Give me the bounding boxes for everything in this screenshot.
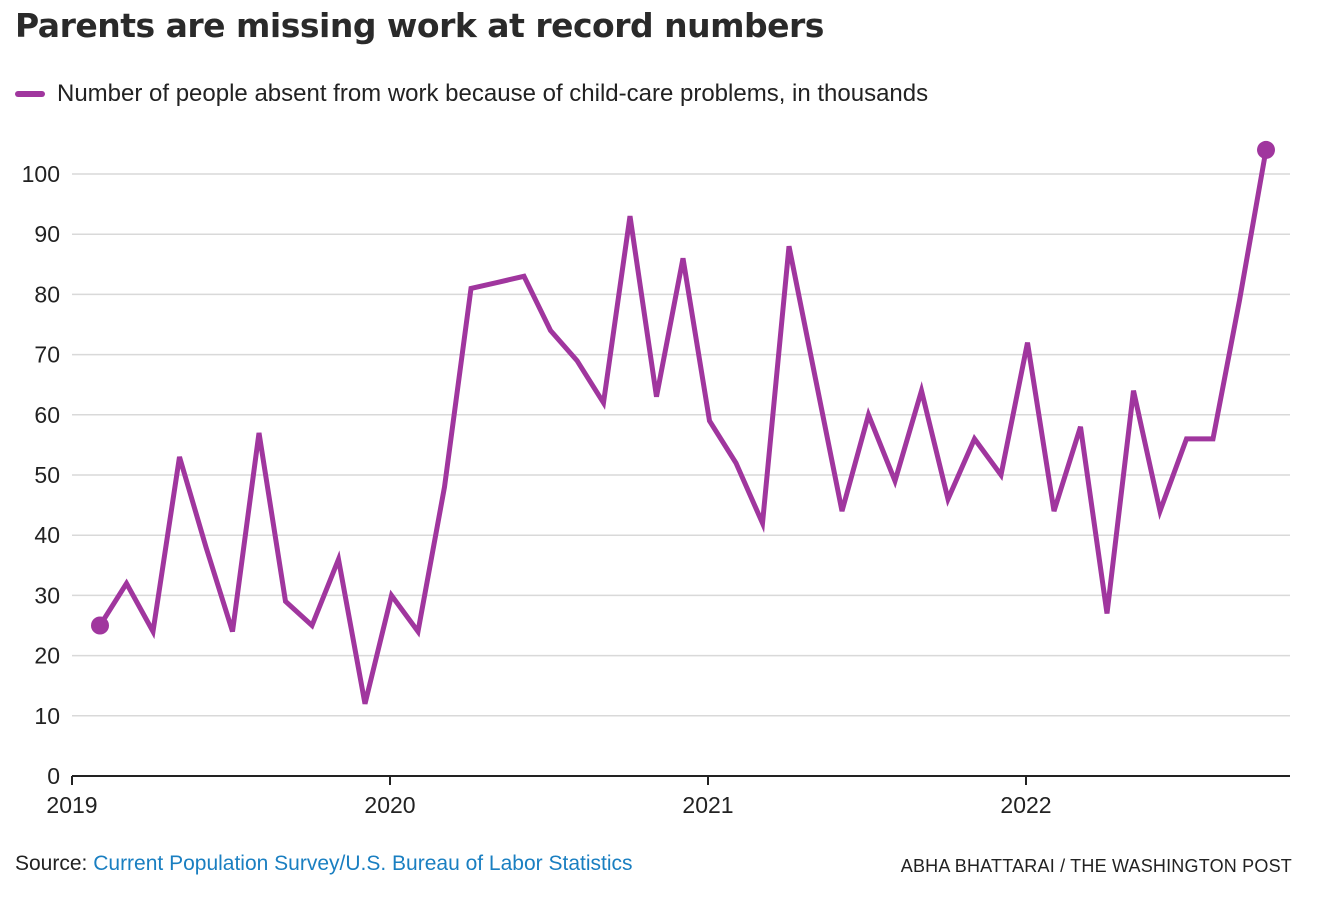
chart-title: Parents are missing work at record numbe…	[15, 6, 824, 45]
y-tick-label: 50	[34, 462, 60, 488]
legend-label: Number of people absent from work becaus…	[57, 80, 929, 107]
credit-line: ABHA BHATTARAI / THE WASHINGTON POST	[900, 856, 1292, 876]
end-point-marker	[1257, 140, 1275, 159]
y-tick-label: 100	[22, 161, 60, 187]
source-label: Source:	[15, 852, 94, 875]
series-line	[97, 147, 1269, 705]
legend: Number of people absent from work becaus…	[15, 80, 928, 108]
y-tick-label: 80	[34, 281, 60, 307]
y-tick-label: 20	[34, 643, 60, 669]
y-tick-label: 70	[34, 342, 60, 368]
start-point-marker	[91, 616, 109, 635]
y-tick-label: 30	[34, 582, 60, 608]
y-tick-label: 10	[34, 703, 60, 729]
y-tick-label: 40	[34, 522, 60, 548]
legend-swatch	[15, 91, 45, 97]
source-link[interactable]: Current Population Survey/U.S. Bureau of…	[93, 852, 633, 875]
y-tick-label: 90	[34, 221, 60, 247]
source-note: Source: Current Population Survey/U.S. B…	[15, 852, 633, 876]
x-tick-label: 2020	[364, 792, 415, 818]
y-tick-label: 0	[47, 763, 60, 789]
x-tick-label: 2022	[1000, 792, 1051, 818]
x-tick-label: 2019	[46, 792, 97, 818]
x-tick-label: 2021	[682, 792, 733, 818]
y-tick-label: 60	[34, 402, 60, 428]
